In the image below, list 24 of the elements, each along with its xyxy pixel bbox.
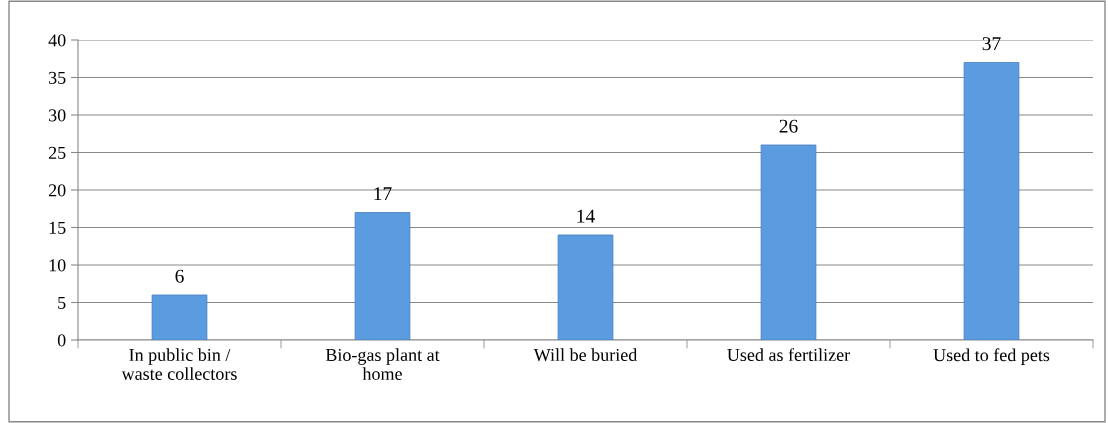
y-tick-label: 35 — [49, 71, 66, 84]
y-tick-label: 30 — [49, 109, 66, 122]
y-tick-label: 5 — [58, 296, 66, 309]
data-label: 37 — [982, 37, 1001, 51]
y-tick-label: 25 — [48, 146, 66, 159]
x-tick-label: Used to fed pets — [933, 348, 1050, 365]
data-label: 6 — [175, 269, 184, 283]
bar — [151, 294, 208, 340]
x-tick-label: In public bin / waste collectors — [121, 348, 237, 380]
data-label: 14 — [577, 209, 595, 223]
x-tick-label: Used as fertilizer — [727, 348, 850, 362]
bar — [760, 144, 817, 340]
bar — [557, 234, 614, 340]
y-tick-label: 20 — [48, 184, 66, 197]
data-label: 17 — [374, 187, 392, 201]
y-tick-label: 15 — [49, 221, 66, 234]
bar — [354, 212, 411, 340]
data-label: 26 — [779, 119, 798, 133]
y-tick-label: 40 — [48, 34, 66, 47]
x-tick-label: Bio-gas plant at home — [325, 348, 440, 380]
y-tick-label: 0 — [57, 334, 66, 347]
y-tick-label: 10 — [49, 259, 66, 272]
x-tick-label: Will be buried — [533, 348, 638, 362]
bar — [963, 62, 1020, 340]
